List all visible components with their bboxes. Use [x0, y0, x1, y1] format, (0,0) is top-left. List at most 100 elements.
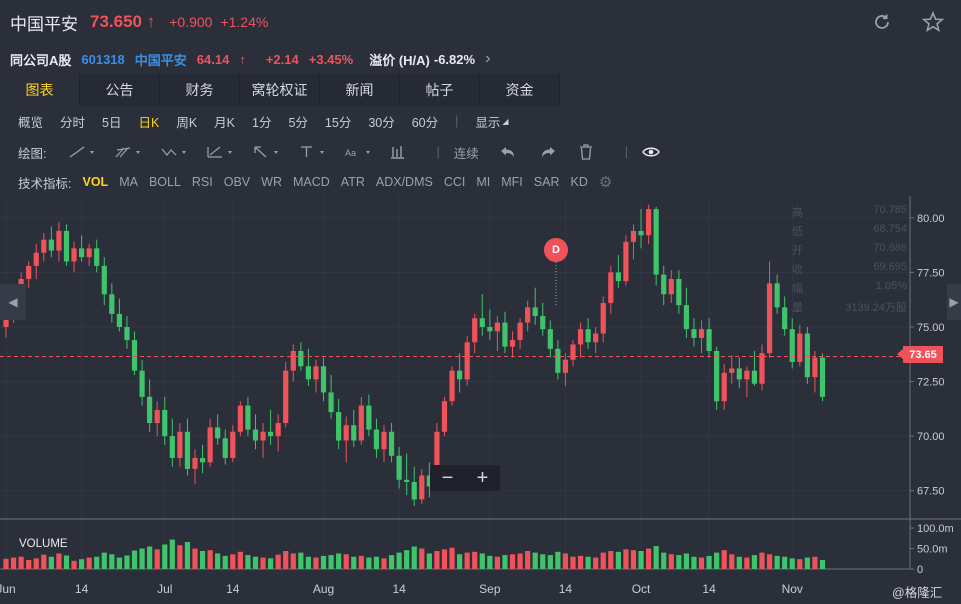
- candle-body: [487, 326, 493, 332]
- volume-bar: [487, 555, 493, 569]
- drawing-toolbar: 绘图: Aa | 连续 |: [0, 137, 961, 167]
- y-tick-label: 75.00: [917, 322, 945, 334]
- indicator-option[interactable]: RSI: [191, 175, 213, 189]
- indicator-option[interactable]: ADX/DMS: [375, 175, 433, 189]
- candle-body: [600, 302, 606, 334]
- caret-down-icon[interactable]: ◢: [502, 116, 509, 126]
- volume-bar: [388, 555, 395, 569]
- arrow-tool-icon[interactable]: [252, 145, 282, 159]
- channel-tool-icon[interactable]: [114, 145, 144, 159]
- candle-body: [479, 318, 485, 327]
- trash-icon[interactable]: [579, 144, 593, 160]
- period-option[interactable]: 5日: [102, 115, 122, 130]
- tab-1[interactable]: 公告: [80, 74, 160, 106]
- volume-bar: [86, 557, 92, 569]
- fibonacci-tool-icon[interactable]: [206, 145, 236, 159]
- candle-body: [434, 431, 440, 487]
- indicator-option[interactable]: MA: [119, 175, 138, 189]
- refresh-icon[interactable]: [870, 10, 894, 34]
- volume-bar: [48, 556, 54, 569]
- text-tool-icon[interactable]: [298, 145, 328, 159]
- volume-tick-label: 0: [917, 564, 923, 576]
- tab-6[interactable]: 资金: [480, 74, 560, 106]
- continuous-toggle[interactable]: 连续: [453, 146, 479, 161]
- eye-icon[interactable]: [642, 145, 660, 159]
- indicator-option[interactable]: MACD: [292, 175, 330, 189]
- tab-2[interactable]: 财务: [160, 74, 240, 106]
- candle-body: [26, 265, 32, 279]
- compare-bars-icon[interactable]: [390, 145, 406, 159]
- period-option[interactable]: 显示: [475, 115, 501, 130]
- volume-bar: [94, 556, 100, 569]
- volume-bar: [215, 553, 221, 569]
- tab-5[interactable]: 帖子: [400, 74, 480, 106]
- indicator-option[interactable]: OBV: [223, 175, 251, 189]
- indicator-option[interactable]: ATR: [340, 175, 365, 189]
- volume-bar: [517, 553, 523, 569]
- dividend-event-marker[interactable]: D: [544, 238, 568, 262]
- candle-body: [404, 479, 410, 482]
- candle-body: [449, 370, 455, 402]
- period-option[interactable]: 15分: [324, 115, 352, 130]
- a-share-code[interactable]: 601318: [81, 51, 125, 67]
- font-size-icon[interactable]: Aa: [344, 145, 374, 159]
- period-option[interactable]: 月K: [214, 115, 236, 130]
- indicator-option[interactable]: CCI: [443, 175, 466, 189]
- indicator-option[interactable]: SAR: [533, 175, 560, 189]
- candle-body: [336, 412, 342, 441]
- period-option[interactable]: 60分: [411, 115, 439, 130]
- period-option[interactable]: 概览: [18, 115, 44, 130]
- a-share-bar[interactable]: 同公司A股 601318 中国平安 64.14 ↑ +2.14 +3.45% 溢价…: [0, 44, 961, 74]
- period-option[interactable]: 日K: [138, 115, 160, 130]
- indicator-option[interactable]: KD: [570, 175, 588, 189]
- volume-bar: [328, 555, 334, 569]
- volume-bar: [577, 555, 584, 569]
- wave-tool-icon[interactable]: [160, 145, 190, 159]
- candle-body: [419, 475, 425, 500]
- candle-body: [608, 272, 614, 303]
- star-icon[interactable]: [921, 10, 945, 34]
- zoom-in-icon[interactable]: +: [476, 466, 489, 489]
- period-option[interactable]: 1分: [252, 115, 272, 130]
- chevron-right-icon[interactable]: ›: [485, 50, 491, 67]
- volume-bar: [706, 555, 712, 569]
- a-share-change: +2.14: [265, 51, 299, 67]
- candle-body: [222, 438, 228, 458]
- indicator-option[interactable]: MI: [476, 175, 491, 189]
- candle-body: [797, 333, 803, 362]
- indicator-option[interactable]: VOL: [82, 175, 109, 189]
- tab-4[interactable]: 新闻: [320, 74, 400, 106]
- tab-3[interactable]: 窝轮权证: [240, 74, 320, 106]
- indicator-option[interactable]: BOLL: [148, 175, 181, 189]
- period-option[interactable]: 30分: [368, 115, 395, 130]
- candle-body: [615, 272, 621, 282]
- line-tool-icon[interactable]: [68, 145, 98, 159]
- volume-bar: [615, 551, 621, 569]
- info-row: 开 70.686: [792, 242, 907, 261]
- scroll-right-icon[interactable]: ▶: [947, 284, 961, 320]
- period-option[interactable]: 5分: [288, 115, 308, 130]
- period-option[interactable]: 分时: [60, 115, 86, 130]
- period-option[interactable]: 周K: [176, 115, 198, 130]
- zoom-out-icon[interactable]: −: [441, 466, 454, 489]
- candle-body: [759, 353, 765, 384]
- volume-bar: [441, 549, 448, 569]
- candlestick-chart[interactable]: 80.00 77.50 75.00 72.50 70.00 67.50 Jun 14 Jul 14…: [0, 196, 961, 604]
- volume-bar: [502, 555, 508, 569]
- svg-text:Aa: Aa: [345, 148, 356, 158]
- candle-body: [577, 329, 584, 345]
- indicator-option[interactable]: MFI: [501, 175, 523, 189]
- gear-icon[interactable]: ⚙: [598, 174, 613, 191]
- scroll-left-icon[interactable]: ◀: [0, 284, 26, 320]
- redo-icon[interactable]: [539, 145, 557, 159]
- volume-bar: [366, 557, 372, 569]
- volume-bar: [766, 554, 773, 569]
- info-label: 低: [792, 226, 803, 238]
- undo-icon[interactable]: [499, 145, 517, 159]
- a-share-name[interactable]: 中国平安: [134, 52, 187, 68]
- volume-bar: [721, 550, 727, 569]
- stock-price: 73.650 ↑: [90, 12, 156, 31]
- zoom-controls: − +: [430, 465, 500, 491]
- indicator-option[interactable]: WR: [261, 175, 282, 189]
- tab-0[interactable]: 图表: [0, 74, 80, 106]
